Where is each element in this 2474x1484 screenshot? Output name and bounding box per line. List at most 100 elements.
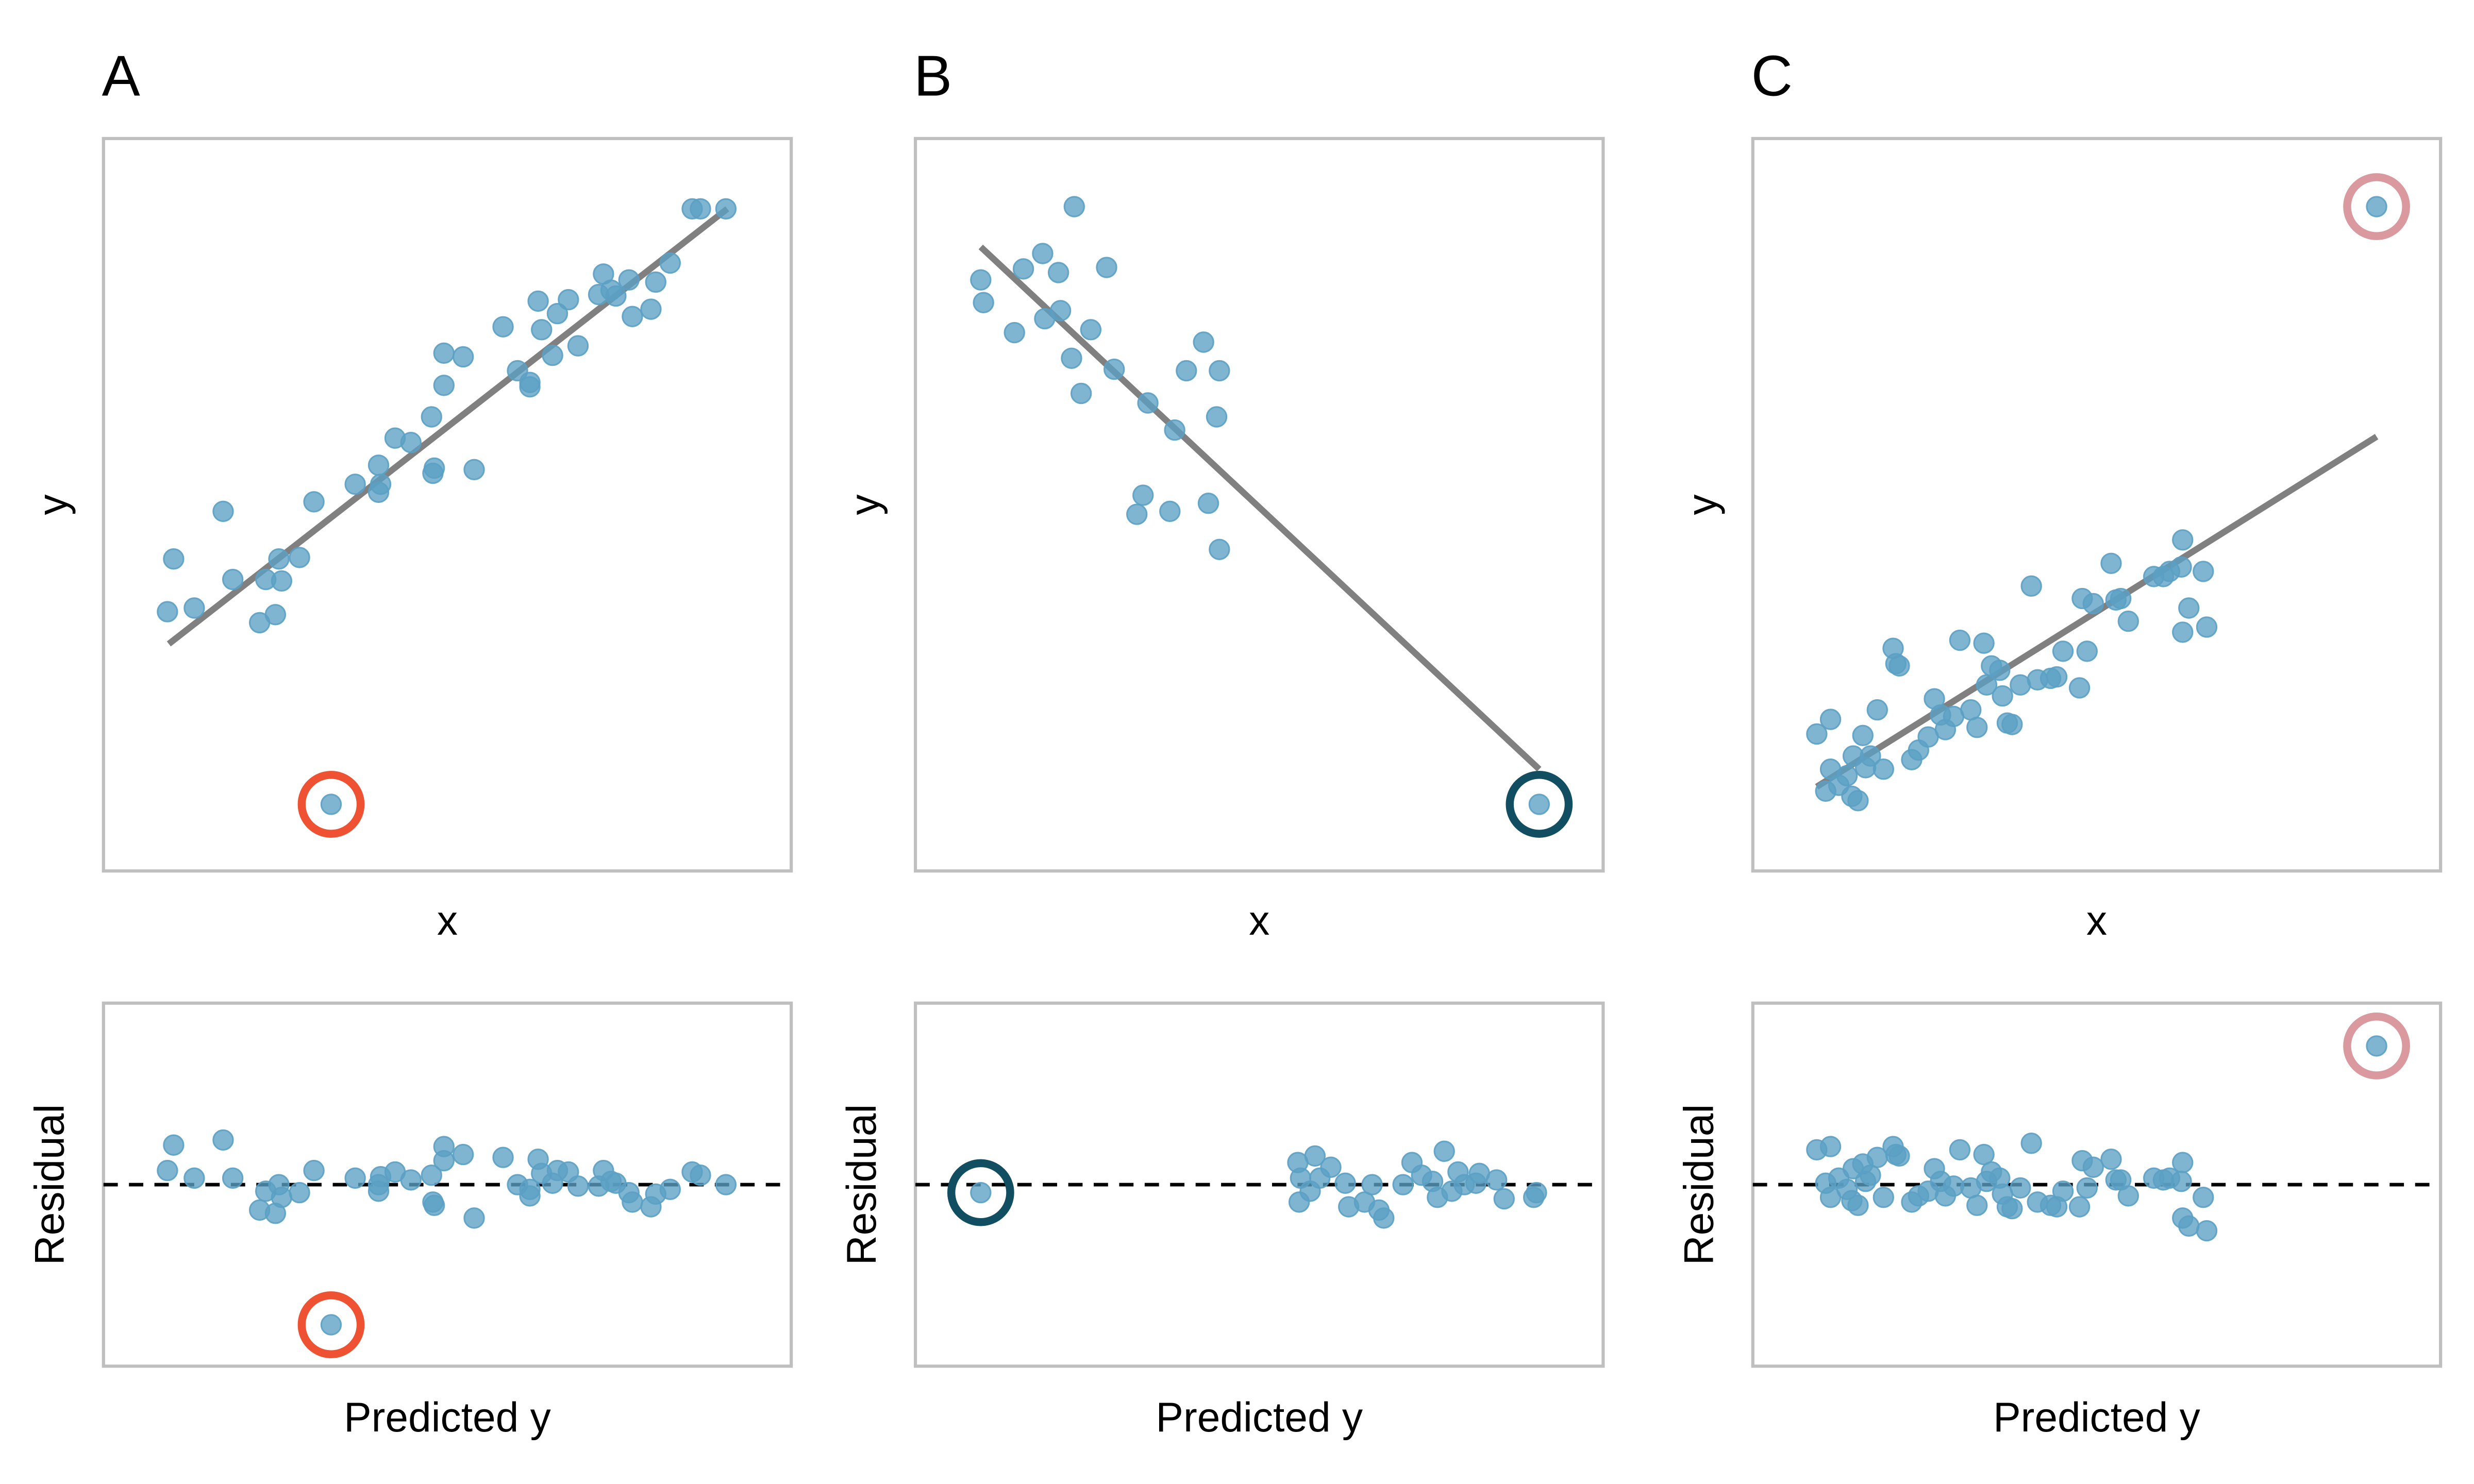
data-point	[2020, 575, 2042, 597]
residual-point	[1819, 1136, 1842, 1157]
panel-title-a: A	[102, 43, 140, 108]
data-point	[1806, 723, 1828, 745]
residual-point	[1304, 1145, 1326, 1167]
highlight-ring-b	[1506, 771, 1573, 838]
regression-line-b	[978, 244, 1542, 772]
data-point	[519, 376, 541, 398]
residual-point	[2052, 1181, 2074, 1202]
residual-plot-a	[102, 1001, 793, 1368]
data-point	[423, 457, 445, 479]
data-point	[400, 432, 422, 453]
highlighted-point-b	[1528, 794, 1550, 815]
data-point	[421, 406, 442, 428]
data-point	[1819, 709, 1842, 730]
x-axis-label-resid-b: Predicted y	[1156, 1394, 1363, 1441]
data-point	[289, 547, 310, 568]
data-point	[157, 601, 178, 622]
data-point	[622, 306, 643, 327]
residual-point	[423, 1194, 445, 1216]
residual-point	[400, 1169, 422, 1191]
highlight-ring-c	[2343, 173, 2410, 240]
residual-point	[452, 1143, 474, 1166]
residual-point	[690, 1165, 711, 1186]
scatter-plot-b	[913, 137, 1605, 873]
residual-point	[2010, 1177, 2031, 1199]
residual-point	[659, 1178, 681, 1200]
data-point	[1047, 262, 1069, 283]
plot-frame-a	[102, 137, 793, 873]
residual-point	[1334, 1172, 1356, 1194]
data-point	[1049, 300, 1072, 322]
data-point	[2170, 556, 2192, 578]
residual-point	[1847, 1194, 1869, 1216]
data-point	[1164, 419, 1185, 441]
data-point	[567, 335, 589, 357]
data-point	[2068, 677, 2091, 699]
data-point	[645, 271, 666, 293]
residual-point	[303, 1159, 325, 1182]
data-point	[1061, 347, 1082, 369]
residual-point	[433, 1150, 455, 1172]
data-point	[1070, 382, 1092, 404]
data-point	[1209, 360, 1230, 382]
data-point	[303, 491, 325, 513]
data-point	[1012, 258, 1034, 280]
data-point	[1836, 765, 1858, 787]
data-point	[2172, 621, 2194, 643]
data-point	[1873, 758, 1894, 780]
residual-point	[271, 1187, 293, 1208]
data-point	[1866, 699, 1888, 721]
panel-title-c: C	[1751, 43, 1793, 108]
residual-point	[1973, 1143, 1995, 1166]
y-axis-label-resid-b: Residual	[839, 1104, 885, 1266]
x-axis-label-resid-a: Predicted y	[344, 1394, 551, 1441]
residual-point	[567, 1175, 589, 1197]
residual-point	[2193, 1187, 2214, 1208]
x-axis-label-a: x	[437, 898, 458, 944]
residual-point	[1888, 1145, 1910, 1167]
data-point	[1197, 493, 1219, 514]
data-point	[1103, 358, 1125, 380]
data-point	[1126, 503, 1148, 525]
data-point	[271, 570, 293, 592]
data-point	[212, 500, 234, 522]
data-point	[618, 269, 640, 291]
residual-point	[1526, 1182, 1547, 1204]
data-point	[527, 290, 549, 312]
residual-point	[1361, 1174, 1383, 1195]
residual-point	[1493, 1188, 1515, 1210]
data-point	[370, 474, 392, 495]
data-point	[605, 285, 627, 307]
residual-point	[1873, 1187, 1894, 1208]
data-point	[1992, 685, 2013, 707]
scatter-plot-c	[1751, 137, 2443, 873]
residual-point	[2170, 1171, 2192, 1192]
data-point	[183, 597, 205, 619]
residual-point	[1320, 1156, 1342, 1178]
data-point	[1847, 790, 1869, 812]
data-point	[222, 568, 244, 591]
highlighted-point-a	[320, 794, 342, 815]
data-point	[2052, 640, 2074, 662]
data-point	[2110, 587, 2132, 610]
residual-point	[2068, 1196, 2091, 1218]
residual-point	[2076, 1177, 2098, 1199]
highlighted-point-c	[2366, 196, 2387, 217]
y-axis-label-resid-c: Residual	[1676, 1104, 1723, 1266]
data-point	[433, 342, 455, 364]
data-point	[1852, 724, 1874, 747]
highlight-ring-a	[297, 771, 365, 838]
data-point	[2172, 529, 2194, 551]
residual-point	[2117, 1185, 2139, 1207]
data-point	[1176, 360, 1197, 382]
data-point	[640, 298, 662, 320]
data-point	[2178, 597, 2200, 619]
highlight-ring-c	[2343, 1013, 2410, 1080]
highlight-ring-b	[947, 1159, 1014, 1226]
data-point	[1960, 699, 1982, 721]
data-point	[1860, 745, 1881, 767]
data-point	[163, 548, 185, 570]
data-point	[1096, 257, 1117, 278]
data-point	[367, 454, 390, 476]
y-axis-label-b: y	[842, 494, 888, 515]
